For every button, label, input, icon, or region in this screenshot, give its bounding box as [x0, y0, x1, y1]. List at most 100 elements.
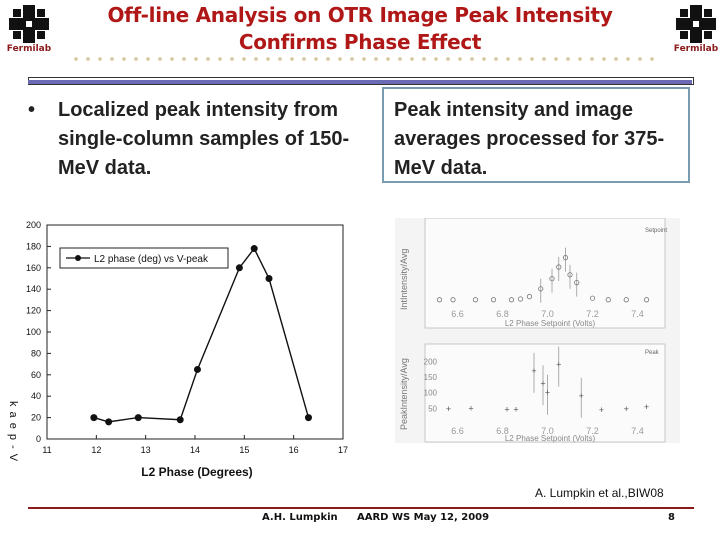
bullet-point: • Localized peak intensity from single-c… — [28, 96, 358, 183]
data-point — [605, 297, 611, 303]
data-point — [436, 297, 443, 303]
legend: L2 phase (deg) vs V-peak — [59, 247, 229, 269]
y-axis-label: k a e p - V — [7, 401, 19, 462]
y-tick-label: 40 — [31, 391, 41, 401]
data-point: + — [599, 405, 604, 415]
footer-page-number: 8 — [668, 512, 675, 523]
x-tick-label: 6.8 — [496, 309, 509, 319]
y-tick-label: 60 — [31, 370, 41, 380]
y-tick-label: 100 — [424, 389, 438, 398]
data-point: + — [540, 378, 545, 388]
data-point — [176, 416, 184, 424]
x-tick-label: 16 — [289, 445, 299, 455]
data-point: + — [545, 388, 550, 398]
top-y-axis-label: IntIntensity/Avg — [399, 249, 409, 310]
fermilab-logo-left: Fermilab — [3, 5, 55, 54]
x-tick-label: 17 — [338, 445, 348, 455]
data-point — [643, 297, 650, 303]
y-tick-label: 150 — [424, 373, 438, 382]
data-point — [623, 297, 629, 303]
data-point — [490, 297, 497, 303]
data-point — [556, 264, 562, 270]
bullet-marker: • — [28, 99, 36, 121]
title-line-1: Off-line Analysis on OTR Image Peak Inte… — [107, 3, 613, 27]
data-point: + — [579, 391, 584, 401]
data-point: + — [513, 405, 518, 415]
x-tick-label: 6.8 — [496, 426, 509, 436]
data-point — [193, 365, 201, 373]
figure-caption: A. Lumpkin et al.,BIW08 — [535, 486, 664, 500]
data-point — [304, 414, 312, 422]
x-tick-label: 7.4 — [631, 426, 644, 436]
top-x-axis-label: L2 Phase Setpoint (Volts) — [505, 319, 596, 328]
dotted-divider — [70, 56, 660, 62]
data-point — [549, 276, 555, 282]
data-point — [250, 245, 258, 253]
data-point — [105, 418, 113, 426]
x-tick-label: 15 — [239, 445, 249, 455]
footer-rule — [28, 507, 694, 509]
data-point: + — [504, 405, 509, 415]
y-tick-label: 200 — [26, 220, 41, 230]
y-tick-label: 80 — [31, 348, 41, 358]
data-point — [538, 286, 544, 292]
left-line-chart: 0 20 40 60 80 100 120 140 160 180 200 11 12 13 14 15 16… — [7, 220, 348, 479]
data-point — [589, 295, 596, 301]
data-point — [90, 414, 98, 422]
bottom-panel-frame — [424, 343, 666, 443]
y-tick-label: 180 — [26, 241, 41, 251]
x-tick-label: 6.6 — [451, 309, 464, 319]
x-tick-label: 12 — [91, 445, 101, 455]
data-point — [567, 272, 573, 278]
x-tick-label: 13 — [141, 445, 151, 455]
data-point: + — [446, 404, 451, 414]
x-tick-label: 7.4 — [631, 309, 644, 319]
top-legend-label: Setpoint — [645, 228, 667, 234]
x-axis-label: L2 Phase (Degrees) — [141, 465, 252, 479]
data-point: + — [556, 360, 561, 370]
y-tick-label: 120 — [26, 306, 41, 316]
bottom-y-axis-label: PeakIntensity/Avg — [399, 358, 409, 430]
data-point: + — [624, 404, 629, 414]
y-tick-label: 200 — [424, 357, 438, 366]
top-panel-frame — [424, 217, 666, 329]
fermilab-logo-right: Fermilab — [670, 5, 720, 54]
fermilab-logo-icon — [676, 5, 716, 43]
right-scatter-plots: 6.6 6.8 7.0 7.2 7.4 IntIntensity/Avg L2 Phas… — [395, 217, 680, 443]
y-tick-label: 100 — [26, 327, 41, 337]
y-tick-label: 50 — [428, 404, 437, 413]
legend-label: L2 phase (deg) vs V-peak — [94, 254, 209, 265]
right-figure-panel: 6.6 6.8 7.0 7.2 7.4 IntIntensity/Avg L2 Phas… — [395, 217, 680, 443]
x-tick-label: 7.2 — [586, 309, 599, 319]
x-tick-label: 6.6 — [451, 426, 464, 436]
data-point — [235, 264, 243, 272]
right-text-box: Peak intensity and image averages proces… — [382, 87, 690, 183]
slide-title: Off-line Analysis on OTR Image Peak Inte… — [70, 2, 650, 56]
data-point: + — [531, 366, 536, 376]
data-point — [526, 294, 533, 300]
bottom-x-axis-label: L2 Phase Setpoint (Volts) — [505, 434, 596, 443]
legend-box — [59, 247, 229, 269]
right-box-text: Peak intensity and image averages proces… — [394, 99, 665, 179]
footer-author: A.H. Lumpkin — [262, 512, 338, 523]
logo-label: Fermilab — [6, 44, 52, 54]
footer-venue: AARD WS May 12, 2009 — [357, 512, 490, 523]
y-tick-label: 160 — [26, 263, 41, 273]
data-point: + — [644, 402, 649, 412]
series-line — [93, 247, 310, 423]
y-tick-label: 20 — [31, 413, 41, 423]
y-tick-label: 0 — [36, 434, 41, 444]
logo-label: Fermilab — [673, 44, 719, 54]
fermilab-logo-icon — [9, 5, 49, 43]
x-tick-label: 7.0 — [541, 309, 554, 319]
x-tick-label: 7.0 — [541, 426, 554, 436]
data-point — [562, 255, 569, 261]
data-point — [508, 297, 515, 303]
x-tick-label: 7.2 — [586, 426, 599, 436]
data-point: + — [468, 403, 473, 413]
header-rule-bar — [28, 80, 692, 84]
title-line-2: Confirms Phase Effect — [238, 30, 482, 54]
y-tick-label: 140 — [26, 284, 41, 294]
data-point — [450, 297, 456, 303]
bullet-text: Localized peak intensity from single-col… — [58, 99, 350, 179]
